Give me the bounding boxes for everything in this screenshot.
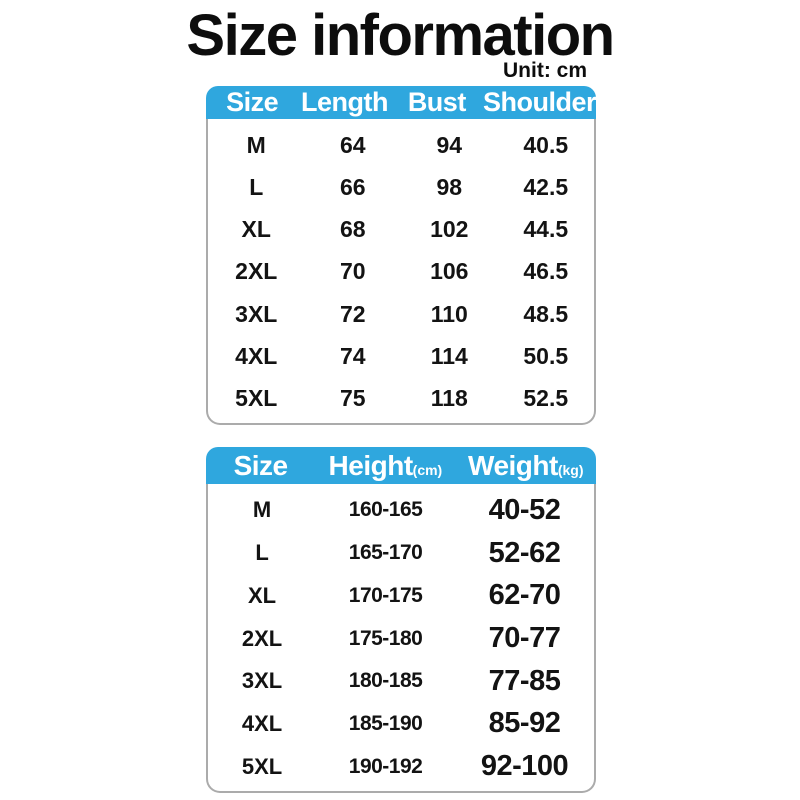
- table-cell: 4XL: [241, 710, 283, 736]
- table-row: 3XL 72 110 48.5: [208, 293, 594, 335]
- page-title: Size information: [186, 3, 615, 68]
- table-cell: 74: [339, 343, 366, 370]
- table-cell: 114: [430, 343, 468, 370]
- table-cell: 98: [436, 173, 463, 200]
- table-cell: 68: [339, 216, 366, 243]
- table-row: L 66 98 42.5: [208, 166, 594, 208]
- table-cell: 62-70: [488, 579, 561, 612]
- table-cell: 52-62: [488, 536, 561, 569]
- table-cell: 175-180: [348, 626, 423, 650]
- header-cell-bust: Bust: [391, 87, 483, 118]
- header-label: Weight: [468, 449, 558, 481]
- unit-label: Unit: cm: [503, 59, 587, 82]
- table-cell: 106: [430, 258, 469, 285]
- table-cell: 160-165: [348, 498, 423, 522]
- table-cell: 64: [339, 131, 366, 158]
- table-cell: 3XL: [235, 300, 278, 327]
- header-label: Bust: [407, 87, 467, 117]
- table-cell: 4XL: [235, 343, 278, 370]
- table-cell: 42.5: [523, 173, 569, 200]
- table-row: 3XL 180-185 77-85: [208, 660, 594, 703]
- header-cell-size: Size: [206, 87, 298, 118]
- table-cell: 190-192: [348, 754, 423, 778]
- height-weight-table-header-row: Size Height(cm) Weight(kg): [206, 447, 596, 484]
- table-cell: 94: [436, 131, 463, 158]
- table-cell: 102: [430, 216, 469, 243]
- table-cell: L: [255, 540, 269, 566]
- measurement-table: Size Length Bust Shoulder M 64 94 40.5 L 66 98…: [206, 86, 597, 425]
- table-cell: 5XL: [235, 385, 278, 412]
- table-row: M 160-165 40-52: [208, 489, 594, 532]
- table-cell: 92-100: [480, 750, 569, 783]
- table-row: L 165-170 52-62: [208, 532, 594, 575]
- header-cell-shoulder: Shoulder: [482, 87, 597, 118]
- table-cell: 180-185: [348, 669, 423, 693]
- table-cell: 118: [430, 385, 468, 412]
- table-cell: 75: [339, 385, 366, 412]
- header-sub-label: (cm): [412, 461, 443, 478]
- table-cell: XL: [247, 582, 277, 608]
- table-cell: L: [249, 173, 264, 200]
- header-cell-height: Height(cm): [315, 450, 455, 482]
- table-row: 2XL 175-180 70-77: [208, 617, 594, 660]
- header-cell-weight: Weight(kg): [456, 450, 596, 482]
- height-weight-table: Size Height(cm) Weight(kg) M 160-165 40-52…: [206, 447, 596, 793]
- table-cell: 5XL: [241, 753, 283, 779]
- header-label: Size: [233, 449, 289, 481]
- table-cell: 77-85: [488, 664, 561, 697]
- header-cell-length: Length: [298, 87, 390, 118]
- table-cell: 50.5: [523, 343, 569, 370]
- table-cell: 85-92: [488, 707, 561, 740]
- measurement-table-body: M 64 94 40.5 L 66 98 42.5 XL 68 102 44.5 2XL 70 106 46.…: [206, 119, 596, 425]
- height-weight-table-body: M 160-165 40-52 L 165-170 52-62 XL 170-175 62-70…: [206, 484, 596, 793]
- table-cell: M: [246, 131, 266, 158]
- table-row: XL 170-175 62-70: [208, 574, 594, 617]
- table-cell: 46.5: [523, 258, 569, 285]
- table-cell: 52.5: [523, 385, 569, 412]
- table-row: 4XL 185-190 85-92: [208, 703, 594, 746]
- table-row: 5XL 190-192 92-100: [208, 745, 594, 788]
- header-sub-label: (kg): [557, 461, 584, 478]
- table-row: M 64 94 40.5: [208, 124, 594, 166]
- table-cell: 185-190: [348, 711, 423, 735]
- table-cell: 72: [339, 300, 366, 327]
- table-cell: 3XL: [241, 668, 283, 694]
- table-cell: 40.5: [523, 131, 569, 158]
- header-label: Height: [328, 449, 414, 481]
- table-cell: 70-77: [488, 622, 561, 655]
- table-cell: 165-170: [348, 541, 423, 565]
- header-label: Shoulder: [482, 87, 597, 117]
- table-cell: 40-52: [488, 493, 561, 526]
- table-cell: M: [252, 497, 272, 523]
- table-row: XL 68 102 44.5: [208, 209, 594, 251]
- table-cell: 70: [339, 258, 366, 285]
- table-cell: 66: [339, 173, 366, 200]
- header-cell-size: Size: [206, 450, 315, 482]
- measurement-table-header-row: Size Length Bust Shoulder: [206, 86, 597, 119]
- table-cell: 48.5: [523, 300, 569, 327]
- table-cell: 2XL: [235, 258, 278, 285]
- table-cell: 170-175: [348, 583, 423, 607]
- header-label: Size: [226, 87, 279, 117]
- table-row: 5XL 75 118 52.5: [208, 378, 594, 420]
- table-cell: 110: [430, 300, 468, 327]
- table-row: 4XL 74 114 50.5: [208, 335, 594, 377]
- table-cell: 44.5: [523, 216, 569, 243]
- header-label: Length: [301, 87, 388, 117]
- table-cell: XL: [241, 216, 271, 243]
- table-row: 2XL 70 106 46.5: [208, 251, 594, 293]
- table-cell: 2XL: [241, 625, 283, 651]
